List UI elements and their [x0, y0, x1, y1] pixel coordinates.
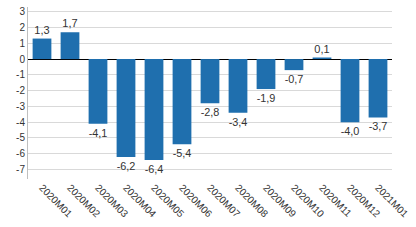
svg-text:-6,4: -6,4 [145, 163, 164, 175]
svg-text:0: 0 [19, 54, 25, 65]
svg-text:-5: -5 [16, 132, 25, 143]
svg-text:-3: -3 [16, 101, 25, 112]
svg-text:2020M01: 2020M01 [37, 182, 75, 220]
svg-text:-3,7: -3,7 [369, 120, 388, 132]
svg-text:-1,9: -1,9 [257, 92, 276, 104]
svg-text:-2: -2 [16, 85, 25, 96]
svg-text:-7: -7 [16, 164, 25, 175]
svg-text:-6,2: -6,2 [117, 160, 136, 172]
svg-text:2020M04: 2020M04 [121, 182, 159, 220]
svg-text:2020M07: 2020M07 [205, 182, 243, 220]
svg-text:0,1: 0,1 [314, 43, 329, 55]
svg-text:-4,1: -4,1 [89, 127, 108, 139]
svg-text:-3,4: -3,4 [229, 116, 248, 128]
svg-text:-4,0: -4,0 [341, 125, 360, 137]
svg-text:2020M02: 2020M02 [65, 182, 103, 220]
svg-text:2020M10: 2020M10 [289, 182, 327, 220]
svg-text:2020M12: 2020M12 [345, 182, 383, 220]
svg-text:2: 2 [19, 22, 25, 33]
svg-text:-0,7: -0,7 [285, 73, 304, 85]
svg-text:-5,4: -5,4 [173, 147, 192, 159]
svg-text:1,7: 1,7 [62, 17, 77, 29]
svg-text:2020M09: 2020M09 [261, 182, 299, 220]
svg-text:2021M01: 2021M01 [373, 182, 411, 220]
svg-text:2020M06: 2020M06 [177, 182, 215, 220]
svg-text:1: 1 [19, 38, 25, 49]
svg-text:-4: -4 [16, 117, 25, 128]
svg-text:2020M11: 2020M11 [317, 182, 354, 219]
svg-text:-2,8: -2,8 [201, 106, 220, 118]
svg-text:2020M05: 2020M05 [149, 182, 187, 220]
svg-text:1,3: 1,3 [34, 24, 49, 36]
svg-text:2020M08: 2020M08 [233, 182, 271, 220]
svg-text:-1: -1 [16, 69, 25, 80]
svg-text:-6: -6 [16, 148, 25, 159]
svg-text:3: 3 [19, 6, 25, 17]
svg-text:2020M03: 2020M03 [93, 182, 131, 220]
